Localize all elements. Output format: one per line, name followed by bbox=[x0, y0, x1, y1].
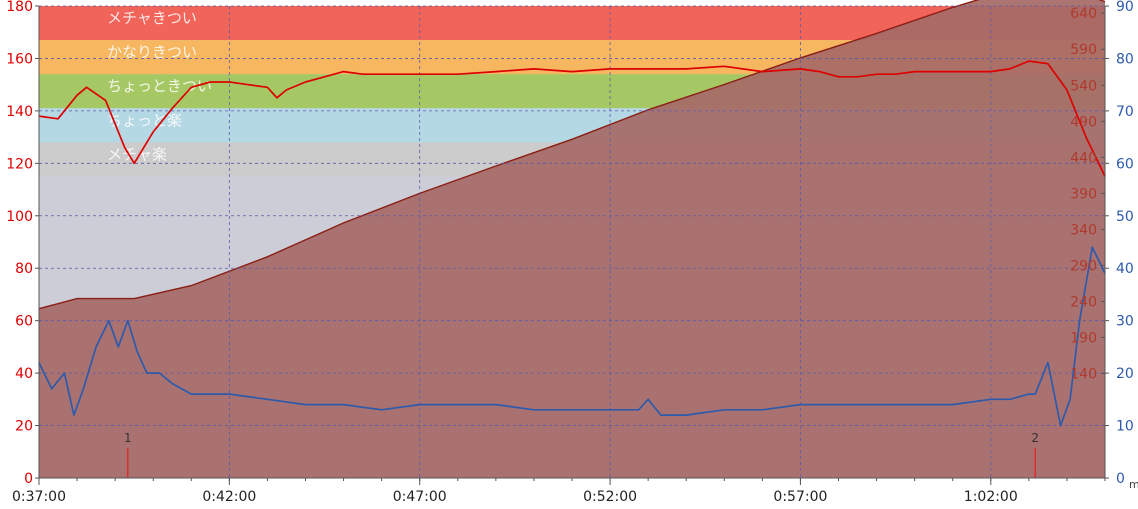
left-tick-label: 40 bbox=[15, 366, 33, 382]
right-tick-label: 70 bbox=[1116, 104, 1134, 120]
inner-tick-label: 440 bbox=[1070, 150, 1097, 166]
inner-tick-label: 290 bbox=[1070, 258, 1097, 274]
right-tick-label: 30 bbox=[1116, 314, 1134, 330]
inner-tick-label: 340 bbox=[1070, 222, 1097, 238]
inner-tick-label: 140 bbox=[1070, 367, 1097, 383]
left-tick-label: 60 bbox=[15, 314, 33, 330]
right-tick-label: 20 bbox=[1116, 366, 1134, 382]
right-axis-unit: m bbox=[1129, 478, 1138, 491]
zone-label: ちょっと楽 bbox=[107, 111, 182, 129]
left-tick-label: 180 bbox=[6, 0, 33, 15]
right-tick-label: 80 bbox=[1116, 51, 1134, 67]
elevation-line bbox=[38, 0, 1106, 310]
zone-label: メチャきつい bbox=[107, 9, 197, 27]
x-tick-label: 0:37:00 bbox=[12, 489, 66, 505]
right-tick-label: 10 bbox=[1116, 419, 1134, 435]
inner-tick-label: 240 bbox=[1070, 294, 1097, 310]
x-tick-label: 1:02:00 bbox=[964, 489, 1018, 505]
elevation-area bbox=[39, 0, 1105, 478]
inner-tick-label: 390 bbox=[1070, 186, 1097, 202]
series-layer bbox=[38, 60, 1106, 427]
x-tick-label: 0:52:00 bbox=[583, 489, 637, 505]
inner-tick-label: 490 bbox=[1070, 114, 1097, 130]
right-tick-label: 50 bbox=[1116, 209, 1134, 225]
right-tick-label: 0 bbox=[1116, 471, 1125, 487]
right-tick-label: 40 bbox=[1116, 261, 1134, 277]
left-tick-label: 100 bbox=[6, 209, 33, 225]
left-tick-label: 0 bbox=[24, 471, 33, 487]
right-tick-label: 90 bbox=[1116, 0, 1134, 15]
inner-tick-label: 540 bbox=[1070, 78, 1097, 94]
elevation-layer bbox=[38, 0, 1106, 478]
left-tick-label: 120 bbox=[6, 156, 33, 172]
zone-label: かなりきつい bbox=[107, 43, 197, 61]
x-tick-label: 0:42:00 bbox=[202, 489, 256, 505]
axes-layer: 0 20 40 60 80 100 120 140 160 180 0 10 20 30 40 50 60 70 8… bbox=[6, 0, 1138, 505]
x-tick-label: 0:47:00 bbox=[393, 489, 447, 505]
left-tick-label: 20 bbox=[15, 419, 33, 435]
blue-series-line bbox=[38, 246, 1106, 427]
heart-rate-line bbox=[38, 60, 1106, 177]
lap-label: 2 bbox=[1031, 431, 1039, 445]
inner-tick-label: 190 bbox=[1070, 330, 1097, 346]
left-tick-label: 160 bbox=[6, 51, 33, 67]
left-tick-label: 140 bbox=[6, 104, 33, 120]
zone-label: ちょっときつい bbox=[107, 77, 212, 95]
zone-label: メチャ楽 bbox=[107, 145, 167, 163]
x-tick-label: 0:57:00 bbox=[773, 489, 827, 505]
inner-tick-label: 640 bbox=[1070, 6, 1097, 22]
inner-tick-label: 590 bbox=[1070, 42, 1097, 58]
right-tick-label: 60 bbox=[1116, 156, 1134, 172]
left-tick-label: 80 bbox=[15, 261, 33, 277]
lap-label: 1 bbox=[124, 431, 132, 445]
